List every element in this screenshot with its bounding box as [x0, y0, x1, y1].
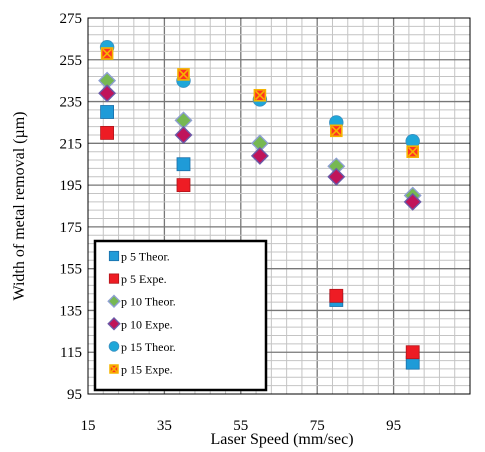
- legend-marker: [107, 317, 121, 331]
- x-axis-title: Laser Speed (mm/sec): [210, 431, 353, 448]
- legend-marker: [109, 364, 119, 374]
- data-point: [405, 345, 420, 360]
- data-point: [98, 84, 117, 103]
- data-point: [403, 192, 422, 211]
- y-tick-label: 195: [60, 178, 83, 194]
- tick-labels: 95 115 135 155 175 195 215 235 255 275 15 35 55 75 95: [60, 11, 402, 434]
- data-point: [329, 124, 343, 138]
- data-point: [100, 105, 114, 119]
- data-point: [250, 146, 269, 165]
- legend-marker: [107, 294, 121, 308]
- legend-marker: [108, 273, 120, 284]
- y-tick-label: 255: [60, 53, 83, 69]
- legend-marker: [108, 341, 120, 352]
- x-tick-label: 15: [81, 418, 96, 434]
- data-point: [253, 88, 267, 102]
- legend-label: p 5 Expe.: [121, 272, 167, 286]
- y-tick-label: 155: [60, 262, 83, 278]
- data-point: [327, 167, 346, 186]
- plot-area-border: [87, 17, 471, 395]
- x-tick-label: 95: [386, 418, 401, 434]
- data-point: [406, 145, 420, 158]
- legend-label: p 10 Theor.: [121, 295, 176, 309]
- y-tick-label: 135: [60, 303, 83, 319]
- data-point: [177, 68, 190, 81]
- y-tick-label: 215: [60, 136, 83, 152]
- legend-box: [93, 239, 268, 392]
- y-axis-title: Width of metal removal (µm): [11, 112, 28, 301]
- legend: p 5 Theor. p 5 Expe. p 10 Theor. p 10 Expe.…: [93, 239, 268, 392]
- legend-label: p 15 Theor.: [121, 340, 176, 354]
- legend-marker: [108, 250, 120, 262]
- data-point: [100, 47, 114, 60]
- y-tick-label: 275: [60, 11, 83, 27]
- data-point: [329, 288, 344, 303]
- x-tick-label: 35: [157, 418, 172, 434]
- legend-label: p 5 Theor.: [121, 250, 170, 264]
- legend-label: p 15 Expe.: [121, 363, 173, 377]
- y-tick-label: 235: [60, 95, 83, 111]
- y-tick-label: 175: [60, 220, 83, 236]
- y-tick-label: 95: [67, 387, 82, 403]
- data-point: [174, 125, 193, 144]
- data-point: [176, 178, 191, 193]
- legend-label: p 10 Expe.: [121, 317, 173, 331]
- y-tick-label: 115: [60, 345, 82, 361]
- data-point: [176, 157, 191, 172]
- data-point: [100, 125, 114, 140]
- x-tick-label: 75: [310, 418, 325, 434]
- x-tick-label: 55: [233, 418, 248, 434]
